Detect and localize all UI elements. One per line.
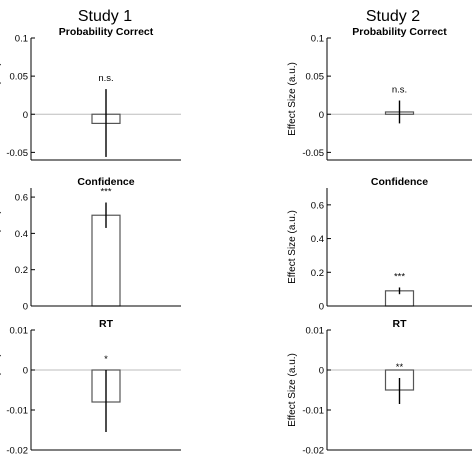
panel-title: RT	[99, 318, 114, 330]
y-tick-label: 0.2	[15, 265, 28, 276]
y-tick-label: 0.6	[311, 200, 324, 211]
y-tick-label: 0	[319, 366, 324, 377]
y-tick-label: -0.02	[302, 446, 324, 457]
panel-title: Confidence	[371, 176, 428, 188]
y-axis-label: Effect Size (a.u.)	[0, 210, 2, 284]
y-tick-label: 0.01	[306, 326, 325, 337]
chart-panel-3: RT * -0.02 -0.01 0 0.01 Effect Size (a.u.)	[0, 318, 181, 457]
chart-panel-5: Confidence *** 0 0.2 0.4 0.6 Effect Size (a.u.…	[287, 176, 472, 313]
y-tick-label: 0.4	[15, 229, 28, 240]
y-tick-label: 0.05	[306, 72, 325, 83]
y-tick-label: 0.05	[10, 72, 29, 83]
y-tick-label: 0	[23, 366, 28, 377]
y-tick-label: -0.05	[302, 148, 324, 159]
panel-title: Confidence	[77, 176, 134, 188]
y-tick-label: 0.4	[311, 234, 324, 245]
chart-panel-2: Confidence*** 0 0.2 0.4 0.6 Effect Size (a.u.…	[0, 176, 181, 313]
y-axis-label: Effect Size (a.u.)	[287, 210, 298, 284]
chart-panel-6: RT ** -0.02 -0.01 0 0.01 Effect Size (a.u.)	[287, 318, 472, 457]
y-axis-label: Effect Size (a.u.)	[287, 62, 298, 136]
panel-title: Probability Correct	[352, 26, 447, 38]
y-tick-label: -0.02	[6, 446, 28, 457]
y-tick-label: -0.01	[302, 406, 324, 417]
y-tick-label: -0.01	[6, 406, 28, 417]
y-tick-label: 0	[23, 302, 28, 313]
y-axis-label: Effect Size (a.u.)	[287, 353, 298, 427]
panels: Probability Correct n.s. -0.05 0 0.05 0.1 Effe…	[0, 26, 472, 457]
y-tick-label: 0	[319, 110, 324, 121]
y-tick-label: -0.05	[6, 148, 28, 159]
y-tick-label: 0.2	[311, 268, 324, 279]
significance-label: n.s.	[392, 85, 407, 96]
y-tick-label: 0.6	[15, 193, 28, 204]
significance-label: n.s.	[98, 73, 113, 84]
y-tick-label: 0.01	[10, 326, 29, 337]
y-tick-label: 0	[23, 110, 28, 121]
y-tick-label: 0	[319, 302, 324, 313]
bar	[91, 214, 121, 307]
significance-label: **	[396, 362, 404, 373]
chart-panel-4: Probability Correct n.s. -0.05 0 0.05 0.1 Effe…	[287, 26, 472, 161]
study1-title: Study 1	[78, 8, 132, 25]
significance-label: ***	[100, 187, 111, 198]
chart-panel-1: Probability Correct n.s. -0.05 0 0.05 0.1 Effe…	[0, 26, 181, 161]
study2-title: Study 2	[366, 8, 420, 25]
y-axis-label: Effect Size (a.u.)	[0, 353, 2, 427]
y-tick-label: 0.1	[15, 34, 28, 45]
significance-label: ***	[394, 271, 405, 282]
panel-title: Probability Correct	[59, 26, 154, 38]
y-tick-label: 0.1	[311, 34, 324, 45]
significance-label: *	[104, 354, 108, 365]
y-axis-label: Effect Size (a.u.)	[0, 62, 2, 136]
panel-title: RT	[393, 318, 408, 330]
